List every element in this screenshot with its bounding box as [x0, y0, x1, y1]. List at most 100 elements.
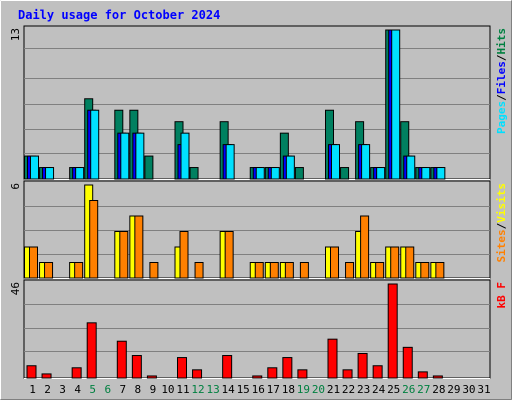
bar-sites [89, 200, 99, 279]
bar-pages [90, 109, 100, 180]
legend-entry: Hits [495, 28, 508, 55]
bar-pages [75, 167, 85, 180]
bar-sites [44, 262, 54, 279]
day-label: 22 [342, 383, 355, 396]
bar-pages [436, 167, 446, 180]
bar-sites [149, 262, 159, 279]
day-label: 31 [477, 383, 490, 396]
day-label: 16 [252, 383, 265, 396]
bar-pages [376, 167, 386, 180]
panel-sites-visits: 6 Sites/Visits [9, 180, 508, 279]
bar-hits [144, 155, 154, 180]
day-label: 23 [357, 383, 370, 396]
bar-kb-f [222, 355, 233, 379]
bar-kb-f [357, 352, 368, 379]
bar-kb-f [131, 355, 142, 379]
bar-sites [299, 262, 309, 279]
day-label: 20 [312, 383, 325, 396]
day-label: 13 [206, 383, 219, 396]
bar-sites [420, 262, 430, 279]
bar-hits [340, 167, 350, 180]
day-label: 4 [74, 383, 81, 396]
bar-pages [285, 155, 295, 180]
bar-kb-f [267, 367, 278, 379]
day-label: 26 [402, 383, 415, 396]
legend-entry: kB F [495, 282, 508, 309]
bar-pages [270, 167, 280, 180]
day-label: 7 [119, 383, 126, 396]
bar-sites [224, 231, 234, 279]
bar-kb-f [71, 367, 82, 379]
bar-kb-f [327, 338, 338, 379]
bar-sites [435, 262, 445, 279]
legend-entry: Visits [495, 183, 508, 223]
bar-pages [30, 155, 39, 180]
legend-entry: / [495, 94, 508, 101]
legend: Pages/Files/Hits [495, 28, 508, 134]
bar-kb-f [177, 357, 187, 379]
day-label: 10 [161, 383, 174, 396]
legend-entry: Sites [495, 229, 508, 262]
bar-kb-f [372, 365, 383, 379]
day-label: 5 [89, 383, 96, 396]
bar-pages [120, 132, 130, 180]
bar-kb-f [41, 373, 52, 379]
bar-pages [421, 167, 431, 180]
day-label: 21 [327, 383, 340, 396]
day-label: 8 [135, 383, 142, 396]
y-max-label: 46 [9, 282, 22, 295]
bar-kb-f [297, 369, 308, 379]
bar-sites [345, 262, 355, 279]
bar-kb-f [252, 375, 263, 379]
bar-sites [29, 246, 38, 279]
bar-kb-f [282, 357, 293, 379]
bar-kb-f [192, 369, 203, 379]
bar-kb-f [86, 322, 97, 379]
day-label: 1 [29, 383, 36, 396]
bar-sites [134, 215, 144, 279]
bar-pages [255, 167, 265, 180]
day-label: 19 [297, 383, 310, 396]
bar-sites [254, 262, 264, 279]
bar-pages [406, 155, 416, 180]
bar-pages [135, 132, 145, 180]
day-label: 15 [237, 383, 250, 396]
bar-pages [331, 144, 340, 180]
day-label: 14 [222, 383, 236, 396]
day-label: 25 [387, 383, 400, 396]
bar-kb-f [26, 365, 37, 379]
legend: Sites/Visits [495, 183, 508, 263]
bar-kb-f [387, 283, 398, 379]
bar-sites [269, 262, 279, 279]
bar-kb-f [342, 369, 353, 379]
bar-hits [294, 167, 304, 180]
bar-sites [375, 262, 385, 279]
bar-sites [360, 215, 370, 279]
day-label: 27 [417, 383, 430, 396]
bar-sites [179, 231, 189, 279]
panel-kbytes: 46 kB F [9, 279, 508, 379]
day-label: 30 [462, 383, 475, 396]
x-axis-day-labels: 1 2 3 4 5 6 7 8 9 10 11 12 13 14 15 16 17 18 19 20 21 22 23 24 2… [29, 383, 490, 396]
y-max-label: 13 [9, 28, 22, 41]
bar-pages [45, 167, 55, 180]
chart-title: Daily usage for October 2024 [18, 8, 220, 22]
bar-kb-f [417, 371, 428, 379]
bar-kb-f [116, 340, 127, 379]
bar-sites [119, 231, 129, 279]
day-label: 2 [44, 383, 51, 396]
day-label: 24 [372, 383, 386, 396]
bar-sites [74, 262, 84, 279]
bar-sites [390, 246, 400, 279]
day-label: 18 [282, 383, 295, 396]
day-label: 6 [104, 383, 111, 396]
bar-hits [189, 167, 199, 180]
legend: kB F [495, 282, 508, 309]
bar-sites [405, 246, 415, 279]
bar-pages [361, 144, 371, 180]
day-label: 28 [432, 383, 445, 396]
bar-pages [391, 29, 401, 180]
